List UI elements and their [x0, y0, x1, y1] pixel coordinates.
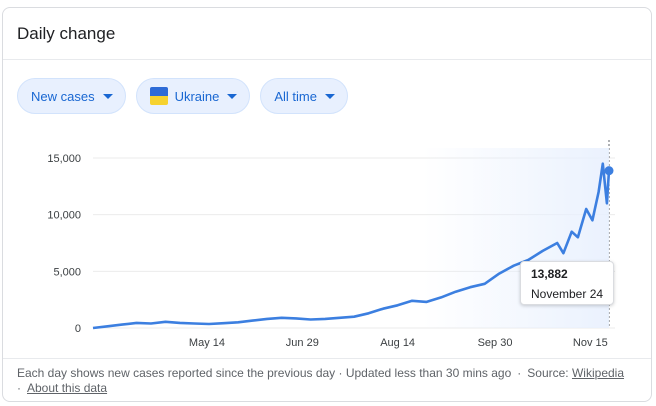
x-tick-label: Jun 29	[286, 337, 319, 349]
daily-change-chart[interactable]: 0 5,000 10,000 15,000 May 14 Jun 29 Aug 14 Sep …	[3, 130, 652, 355]
y-tick-label: 0	[75, 323, 81, 335]
card-title: Daily change	[17, 23, 116, 43]
card-footer: Each day shows new cases reported since …	[17, 366, 632, 396]
footer-separator: ·	[17, 381, 21, 395]
x-tick-label: May 14	[189, 337, 225, 349]
location-filter-chip[interactable]: Ukraine	[135, 78, 251, 114]
metric-filter-label: New cases	[31, 88, 95, 104]
series-line	[92, 162, 611, 330]
y-tick-label: 5,000	[53, 266, 81, 278]
caret-down-icon	[227, 94, 238, 99]
y-tick-label: 10,000	[47, 210, 81, 222]
tooltip-value: 13,882	[531, 267, 568, 281]
caret-down-icon	[325, 94, 335, 99]
filter-bar: New cases Ukraine All time	[17, 78, 348, 114]
footer-note: Each day shows new cases reported since …	[17, 366, 512, 380]
x-tick-label: Nov 15	[573, 337, 608, 349]
source-label: Source:	[527, 366, 569, 380]
footer-divider	[3, 358, 651, 359]
source-link[interactable]: Wikipedia	[571, 366, 625, 380]
hover-data-point	[604, 166, 614, 176]
x-tick-label: Aug 14	[380, 337, 415, 349]
card-header: Daily change	[3, 8, 651, 60]
caret-down-icon	[102, 94, 113, 99]
y-tick-label: 15,000	[47, 153, 81, 165]
daily-change-card: Daily change New cases Ukraine All time	[2, 7, 652, 402]
x-tick-label: Sep 30	[478, 337, 513, 349]
chart-tooltip: 13,882 November 24	[520, 261, 614, 305]
tooltip-date: November 24	[531, 287, 604, 301]
time-range-filter-label: All time	[274, 88, 317, 104]
metric-filter-chip[interactable]: New cases	[17, 78, 126, 114]
about-data-link[interactable]: About this data	[27, 381, 108, 395]
chart-svg[interactable]: 0 5,000 10,000 15,000 May 14 Jun 29 Aug 14 Sep …	[3, 130, 652, 355]
ukraine-flag-icon	[149, 87, 168, 105]
time-range-filter-chip[interactable]: All time	[260, 78, 348, 114]
location-filter-label: Ukraine	[174, 88, 220, 104]
footer-separator: ·	[517, 366, 522, 380]
